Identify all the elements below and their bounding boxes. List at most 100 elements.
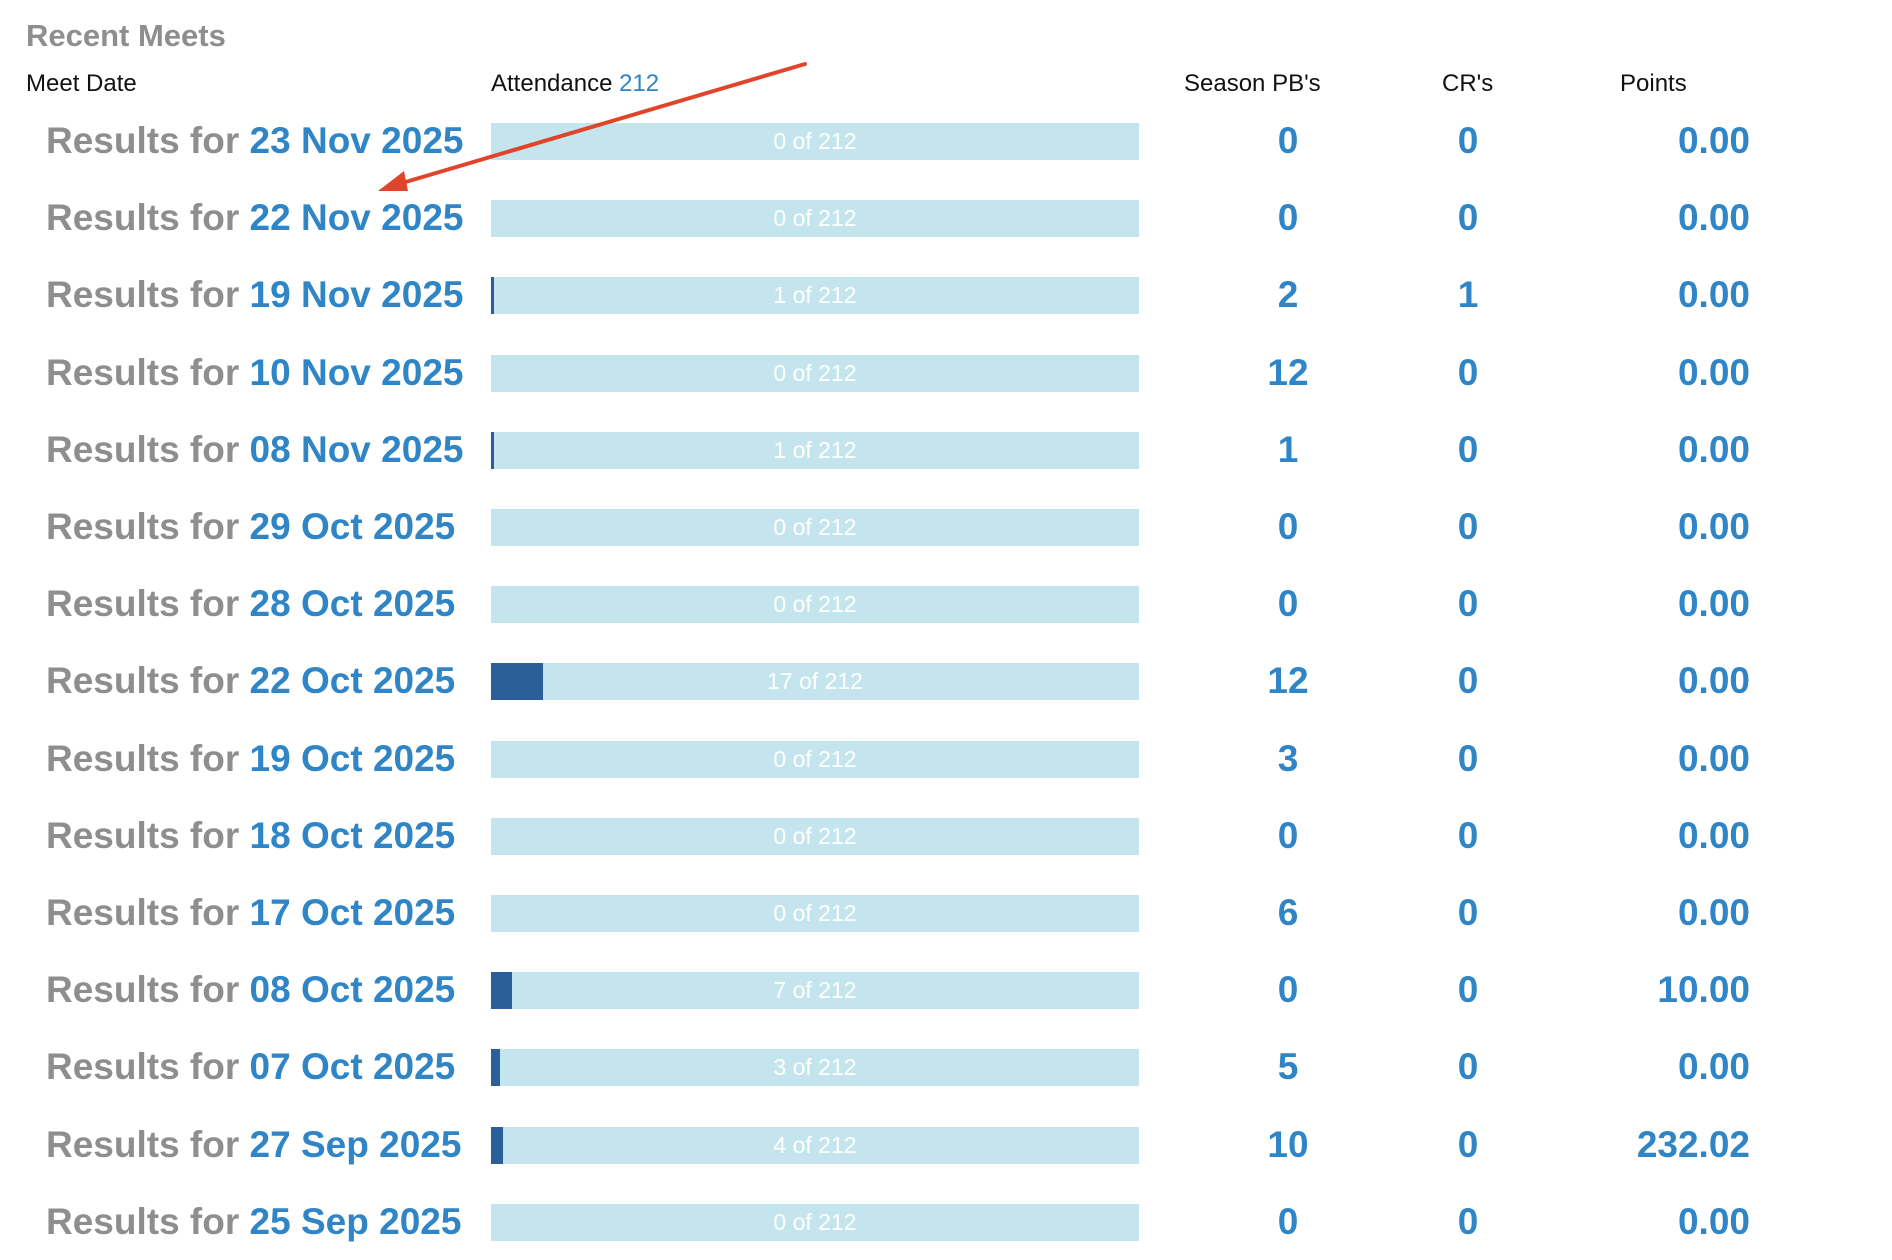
crs-value: 0 xyxy=(1457,814,1479,856)
attendance-bar: 0 of 212 xyxy=(491,123,1139,160)
season-pbs-value: 12 xyxy=(1267,351,1309,393)
meet-results-link[interactable]: Results for 19 Oct 2025 xyxy=(46,721,455,797)
season-pbs-value: 0 xyxy=(1277,120,1299,161)
results-prefix: Results for xyxy=(46,274,240,316)
season-pbs-value: 0 xyxy=(1277,1200,1299,1242)
attendance-bar: 1 of 212 xyxy=(491,431,1139,469)
results-prefix: Results for xyxy=(46,969,240,1011)
attendance-bar: 0 of 212 xyxy=(491,354,1139,392)
attendance-bar: 3 of 212 xyxy=(491,1049,1139,1087)
results-prefix: Results for xyxy=(46,1123,240,1165)
meet-results-link[interactable]: Results for 19 Nov 2025 xyxy=(46,257,463,333)
results-prefix: Results for xyxy=(46,1046,240,1088)
crs-value: 0 xyxy=(1457,1046,1479,1088)
points-value: 10.00 xyxy=(1657,969,1750,1011)
season-pbs-value: 3 xyxy=(1277,737,1299,779)
meet-results-link[interactable]: Results for 10 Nov 2025 xyxy=(46,335,463,411)
meet-results-link[interactable]: Results for 28 Oct 2025 xyxy=(46,566,455,642)
meet-date: 08 Oct 2025 xyxy=(249,969,456,1011)
meet-row: Results for 08 Oct 2025 7 of 212 0 0 10.00 xyxy=(0,952,1892,1028)
meet-row: Results for 22 Oct 2025 17 of 212 12 0 0.00 xyxy=(0,643,1892,719)
attendance-bar: 4 of 212 xyxy=(491,1126,1139,1164)
points-value: 0.00 xyxy=(1677,120,1750,161)
meet-results-link[interactable]: Results for 25 Sep 2025 xyxy=(46,1184,461,1260)
attendance-label: 7 of 212 xyxy=(773,977,857,1004)
header-attendance-label: Attendance xyxy=(491,70,613,97)
attendance-label: 0 of 212 xyxy=(773,591,857,618)
meet-date: 18 Oct 2025 xyxy=(249,814,456,856)
header-attendance: Attendance 212 xyxy=(491,70,659,98)
header-attendance-total[interactable]: 212 xyxy=(619,70,660,97)
meet-results-link[interactable]: Results for 07 Oct 2025 xyxy=(46,1029,455,1105)
meet-date: 27 Sep 2025 xyxy=(249,1123,462,1165)
header-points: Points xyxy=(1620,70,1687,97)
meet-results-link[interactable]: Results for 29 Oct 2025 xyxy=(46,489,455,565)
meet-date: 19 Nov 2025 xyxy=(249,274,464,316)
meet-results-link[interactable]: Results for 17 Oct 2025 xyxy=(46,875,455,951)
meet-date: 28 Oct 2025 xyxy=(249,583,456,625)
results-prefix: Results for xyxy=(46,351,240,393)
attendance-bar: 0 of 212 xyxy=(491,895,1139,932)
points-value: 0.00 xyxy=(1677,274,1750,316)
points-value: 0.00 xyxy=(1677,428,1750,470)
points-value: 0.00 xyxy=(1677,814,1750,856)
points-value: 0.00 xyxy=(1677,506,1750,547)
attendance-label: 0 of 212 xyxy=(773,1208,857,1235)
attendance-bar: 0 of 212 xyxy=(491,817,1139,855)
meet-row: Results for 08 Nov 2025 1 of 212 1 0 0.00 xyxy=(0,412,1892,488)
section-title: Recent Meets xyxy=(26,18,226,53)
season-pbs-value: 1 xyxy=(1277,428,1299,470)
meet-row: Results for 29 Oct 2025 0 of 212 0 0 0.00 xyxy=(0,489,1892,565)
meet-row: Results for 27 Sep 2025 4 of 212 10 0 232.02 xyxy=(0,1107,1892,1183)
meet-row: Results for 25 Sep 2025 0 of 212 0 0 0.00 xyxy=(0,1184,1892,1260)
crs-value: 0 xyxy=(1457,1200,1479,1242)
meet-row: Results for 22 Nov 2025 0 of 212 0 0 0.00 xyxy=(0,180,1892,256)
meet-results-link[interactable]: Results for 22 Oct 2025 xyxy=(46,643,455,719)
attendance-bar: 17 of 212 xyxy=(491,663,1139,701)
attendance-label: 0 of 212 xyxy=(773,514,857,540)
attendance-label: 17 of 212 xyxy=(767,668,863,695)
meet-date: 17 Oct 2025 xyxy=(249,892,456,933)
header-meet-date: Meet Date xyxy=(26,70,137,97)
points-value: 0.00 xyxy=(1677,583,1750,625)
points-value: 0.00 xyxy=(1677,1200,1750,1242)
attendance-label: 0 of 212 xyxy=(773,822,857,849)
results-prefix: Results for xyxy=(46,428,240,470)
meet-date: 22 Nov 2025 xyxy=(249,197,464,239)
meet-date: 23 Nov 2025 xyxy=(249,120,464,161)
header-crs: CR's xyxy=(1442,70,1494,97)
attendance-label: 4 of 212 xyxy=(773,1131,857,1158)
meet-results-link[interactable]: Results for 27 Sep 2025 xyxy=(46,1107,461,1183)
results-prefix: Results for xyxy=(46,892,240,933)
meet-results-link[interactable]: Results for 18 Oct 2025 xyxy=(46,798,455,874)
crs-value: 1 xyxy=(1457,274,1479,316)
points-value: 0.00 xyxy=(1677,197,1750,239)
meet-results-link[interactable]: Results for 08 Oct 2025 xyxy=(46,952,455,1028)
attendance-bar: 7 of 212 xyxy=(491,972,1139,1010)
meet-results-link[interactable]: Results for 22 Nov 2025 xyxy=(46,180,463,256)
attendance-bar: 0 of 212 xyxy=(491,1203,1139,1241)
meet-results-link[interactable]: Results for 08 Nov 2025 xyxy=(46,412,463,488)
attendance-label: 0 of 212 xyxy=(773,900,857,926)
attendance-label: 1 of 212 xyxy=(773,282,857,309)
meet-row: Results for 07 Oct 2025 3 of 212 5 0 0.00 xyxy=(0,1029,1892,1105)
attendance-bar: 0 of 212 xyxy=(491,200,1139,238)
crs-value: 0 xyxy=(1457,660,1479,702)
attendance-bar-fill xyxy=(491,431,495,469)
points-value: 0.00 xyxy=(1677,660,1750,702)
meet-date: 08 Nov 2025 xyxy=(249,428,464,470)
attendance-bar-fill xyxy=(491,1126,504,1164)
attendance-bar: 0 of 212 xyxy=(491,740,1139,778)
meet-row: Results for 28 Oct 2025 0 of 212 0 0 0.00 xyxy=(0,566,1892,642)
meet-row: Results for 18 Oct 2025 0 of 212 0 0 0.00 xyxy=(0,798,1892,874)
meet-row: Results for 10 Nov 2025 0 of 212 12 0 0.00 xyxy=(0,335,1892,411)
meet-results-link[interactable]: Results for 23 Nov 2025 xyxy=(46,103,463,179)
crs-value: 0 xyxy=(1457,892,1479,933)
attendance-label: 0 of 212 xyxy=(773,359,857,386)
crs-value: 0 xyxy=(1457,506,1479,547)
meet-date: 22 Oct 2025 xyxy=(249,660,456,702)
attendance-bar: 1 of 212 xyxy=(491,277,1139,315)
results-prefix: Results for xyxy=(46,660,240,702)
meet-row: Results for 17 Oct 2025 0 of 212 6 0 0.00 xyxy=(0,875,1892,951)
